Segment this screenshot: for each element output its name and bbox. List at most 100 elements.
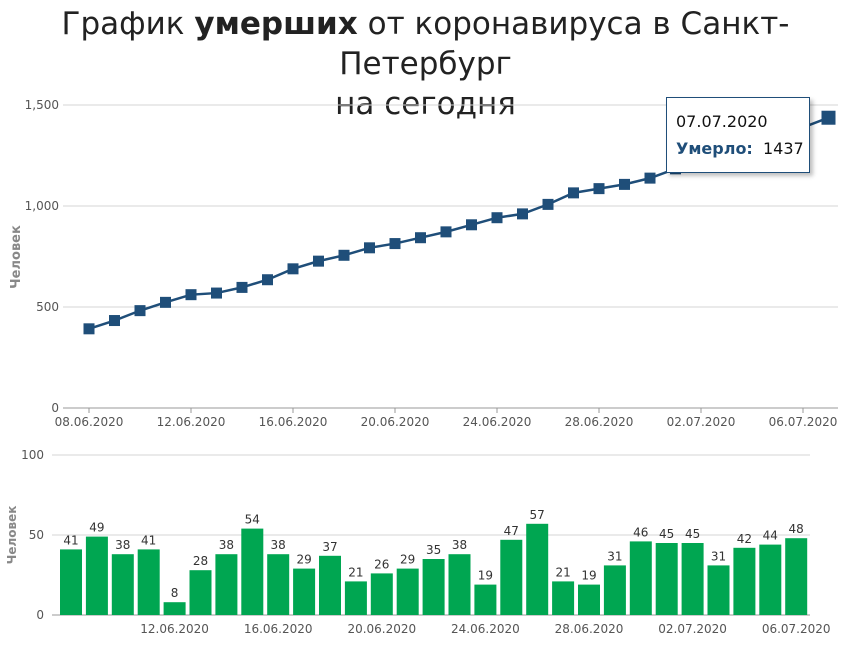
data-label: 26 bbox=[374, 557, 389, 571]
bar bbox=[552, 581, 575, 615]
data-label: 29 bbox=[400, 553, 415, 567]
bar bbox=[293, 568, 316, 615]
data-label: 41 bbox=[63, 533, 78, 547]
title-suffix: от коронавируса в Санкт-Петербург bbox=[339, 6, 790, 82]
y-tick-label: 1,000 bbox=[25, 199, 59, 213]
bar bbox=[267, 554, 290, 615]
data-point bbox=[160, 296, 171, 308]
data-label: 37 bbox=[322, 540, 337, 554]
bar bbox=[163, 602, 186, 615]
data-point bbox=[619, 178, 630, 190]
data-point bbox=[134, 305, 146, 317]
data-point bbox=[491, 212, 503, 224]
data-point bbox=[236, 281, 248, 293]
data-label: 38 bbox=[271, 538, 286, 552]
bar bbox=[319, 555, 341, 615]
data-label: 38 bbox=[452, 538, 467, 552]
data-point bbox=[262, 274, 273, 286]
bar bbox=[578, 584, 600, 615]
data-label: 57 bbox=[530, 508, 545, 522]
data-label: 28 bbox=[193, 554, 208, 568]
y-axis-label: Человек bbox=[5, 506, 19, 565]
data-label: 38 bbox=[219, 538, 234, 552]
data-label: 31 bbox=[607, 549, 622, 563]
bar bbox=[111, 554, 134, 615]
y-tick-label: 0 bbox=[36, 608, 44, 622]
data-label: 44 bbox=[763, 529, 778, 543]
tooltip: 07.07.2020 Умерло: 1437 bbox=[666, 97, 810, 173]
data-label: 19 bbox=[581, 569, 596, 583]
x-tick-label: 16.06.2020 bbox=[244, 622, 313, 636]
data-label: 38 bbox=[115, 538, 130, 552]
data-label: 29 bbox=[296, 553, 311, 567]
data-label: 45 bbox=[685, 527, 700, 541]
bar bbox=[370, 573, 393, 615]
tooltip-label: Умерло: bbox=[676, 139, 753, 158]
data-point bbox=[83, 323, 95, 335]
data-label: 48 bbox=[789, 522, 804, 536]
data-point bbox=[364, 242, 375, 254]
data-point bbox=[338, 249, 350, 261]
title-line2: на сегодня bbox=[335, 86, 516, 122]
x-tick-label: 20.06.2020 bbox=[347, 622, 416, 636]
y-tick-label: 500 bbox=[36, 300, 59, 314]
line-chart: 0 500 1,000 1,500 Человек 08.06.2020 12.06.202… bbox=[9, 98, 838, 429]
bar bbox=[526, 523, 549, 615]
bar bbox=[603, 565, 626, 615]
data-label: 49 bbox=[89, 521, 104, 535]
bar bbox=[474, 584, 497, 615]
data-point bbox=[109, 315, 120, 327]
x-tick-label: 28.06.2020 bbox=[555, 622, 624, 636]
bar bbox=[189, 570, 212, 615]
bar bbox=[241, 528, 264, 615]
data-label: 41 bbox=[141, 533, 156, 547]
bar bbox=[500, 539, 523, 615]
y-tick-label: 1,500 bbox=[25, 98, 59, 112]
data-point bbox=[593, 183, 605, 195]
y-tick-label: 50 bbox=[29, 528, 44, 542]
data-label: 21 bbox=[348, 565, 363, 579]
bar bbox=[137, 549, 160, 615]
bar bbox=[422, 559, 445, 615]
data-label: 21 bbox=[555, 565, 570, 579]
y-tick-label: 0 bbox=[51, 401, 59, 415]
x-tick-label: 28.06.2020 bbox=[565, 415, 634, 429]
x-tick-label: 20.06.2020 bbox=[361, 415, 430, 429]
data-label: 47 bbox=[504, 524, 519, 538]
x-tick-label: 06.07.2020 bbox=[769, 415, 838, 429]
x-tick-label: 02.07.2020 bbox=[667, 415, 736, 429]
x-tick-label: 06.07.2020 bbox=[762, 622, 831, 636]
tooltip-date: 07.07.2020 bbox=[676, 112, 768, 131]
y-tick-label: 100 bbox=[21, 448, 44, 462]
data-point bbox=[415, 232, 426, 244]
bar bbox=[785, 538, 808, 615]
data-point bbox=[821, 110, 836, 125]
data-point bbox=[568, 187, 579, 199]
data-point bbox=[389, 238, 401, 250]
bar bbox=[629, 541, 652, 615]
data-label: 54 bbox=[245, 513, 260, 527]
data-point bbox=[466, 219, 477, 231]
data-label: 35 bbox=[426, 543, 441, 557]
data-label: 45 bbox=[659, 527, 674, 541]
data-point bbox=[211, 287, 222, 299]
tooltip-row: Умерло: 1437 bbox=[676, 135, 809, 162]
bar bbox=[344, 581, 367, 615]
bar bbox=[215, 554, 238, 615]
title-bold: умерших bbox=[194, 6, 358, 42]
x-tick-label: 24.06.2020 bbox=[463, 415, 532, 429]
bar-chart: 0 50 100 Человек 41 49 38 41 8 28 38 54 38 29 37 21 26 29… bbox=[5, 448, 831, 636]
data-point bbox=[313, 255, 324, 267]
data-point bbox=[287, 263, 299, 275]
bar bbox=[60, 549, 82, 615]
x-tick-label: 08.06.2020 bbox=[55, 415, 124, 429]
bar bbox=[85, 536, 108, 615]
data-label: 8 bbox=[171, 586, 179, 600]
data-label: 19 bbox=[478, 569, 493, 583]
x-tick-label: 12.06.2020 bbox=[157, 415, 226, 429]
x-tick-label: 24.06.2020 bbox=[451, 622, 520, 636]
data-point bbox=[185, 289, 197, 301]
data-point bbox=[644, 172, 656, 184]
bar bbox=[448, 554, 471, 615]
data-label: 46 bbox=[633, 525, 648, 539]
